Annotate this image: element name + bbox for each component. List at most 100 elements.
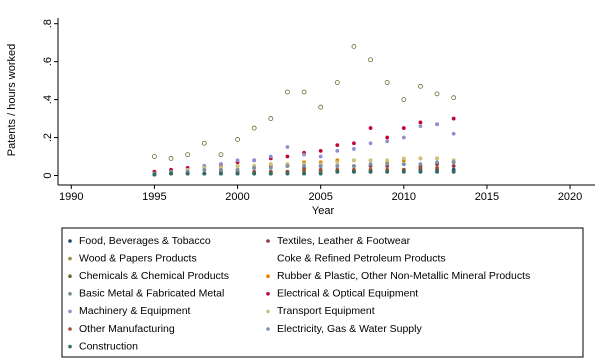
point [268,162,273,167]
y-tick-label: .6 [42,57,54,66]
point [368,141,373,146]
point [268,116,274,121]
point [435,156,439,161]
point [335,148,340,153]
point [268,166,273,170]
point [202,167,207,172]
point [335,160,340,165]
point [352,164,356,168]
x-tick-label: 2005 [308,191,332,203]
point [318,164,323,168]
point [385,162,390,167]
point [435,166,439,170]
point [268,171,273,176]
point [185,171,190,176]
point [318,104,324,110]
legend-marker [68,344,72,349]
legend-marker [266,292,270,296]
point [434,91,440,97]
point [451,95,457,101]
point [401,135,406,140]
x-tick-label: 1990 [59,191,83,203]
point [418,162,423,167]
point [235,158,240,163]
point [335,169,340,174]
legend-label: Textiles, Leather & Footwear [277,235,411,247]
point [451,164,456,168]
point [401,162,406,167]
x-axis-label: Year [312,205,335,217]
point [235,137,240,142]
x-tick-label: 1995 [142,191,166,203]
point [385,169,390,174]
legend-label: Transport Equipment [277,305,375,317]
y-tick-label: .4 [42,95,54,104]
point [252,158,257,163]
point [368,158,373,163]
legend-label: Basic Metal & Fabricated Metal [79,288,224,300]
point [435,122,439,127]
point [218,152,224,158]
point [318,148,323,153]
legend-marker [68,327,72,331]
point [219,167,223,172]
point [302,167,306,172]
point [202,171,207,176]
point [352,158,356,163]
point [251,125,257,131]
legend-marker [68,309,72,314]
point [285,154,290,159]
y-tick-label: 0 [42,172,54,178]
point [235,164,240,168]
point [168,156,174,161]
point [152,172,157,177]
point [152,154,157,159]
legend-box [61,227,584,358]
point [334,80,340,85]
point [418,156,423,161]
point [385,135,390,140]
point [451,116,456,121]
point [418,166,423,170]
point [302,164,306,168]
y-tick-label: .2 [42,133,54,142]
point [252,171,257,176]
x-tick-label: 2020 [558,191,582,203]
point [335,164,340,168]
point [418,169,423,174]
point [285,171,290,176]
point [285,145,290,149]
legend-marker [68,274,72,279]
point [285,89,290,95]
legend-label: Wood & Papers Products [79,252,197,264]
legend-label: Rubber & Plastic, Other Non-Metallic Min… [277,270,530,282]
legend-label: Machinery & Equipment [79,305,191,317]
point [252,166,257,170]
x-tick-label: 2010 [392,191,416,203]
point [451,169,456,174]
legend-label: Electricity, Gas & Water Supply [277,323,422,335]
legend-label: Coke & Refined Petroleum Products [277,252,446,264]
point [368,162,373,167]
point [285,164,290,168]
point [201,140,207,146]
legend-marker [266,309,270,314]
point [401,126,406,130]
point [368,126,373,130]
x-tick-label: 2015 [475,191,499,203]
point [302,152,306,157]
point [352,147,356,151]
point [385,158,390,163]
legend-label: Other Manufacturing [79,323,175,335]
point [352,169,356,174]
legend-label: Food, Beverages & Tobacco [79,235,211,247]
point [451,160,456,165]
point [418,120,423,125]
point [435,169,439,174]
point [185,152,191,158]
point [318,167,323,172]
point [401,156,406,161]
point [268,154,273,159]
point [219,162,223,167]
